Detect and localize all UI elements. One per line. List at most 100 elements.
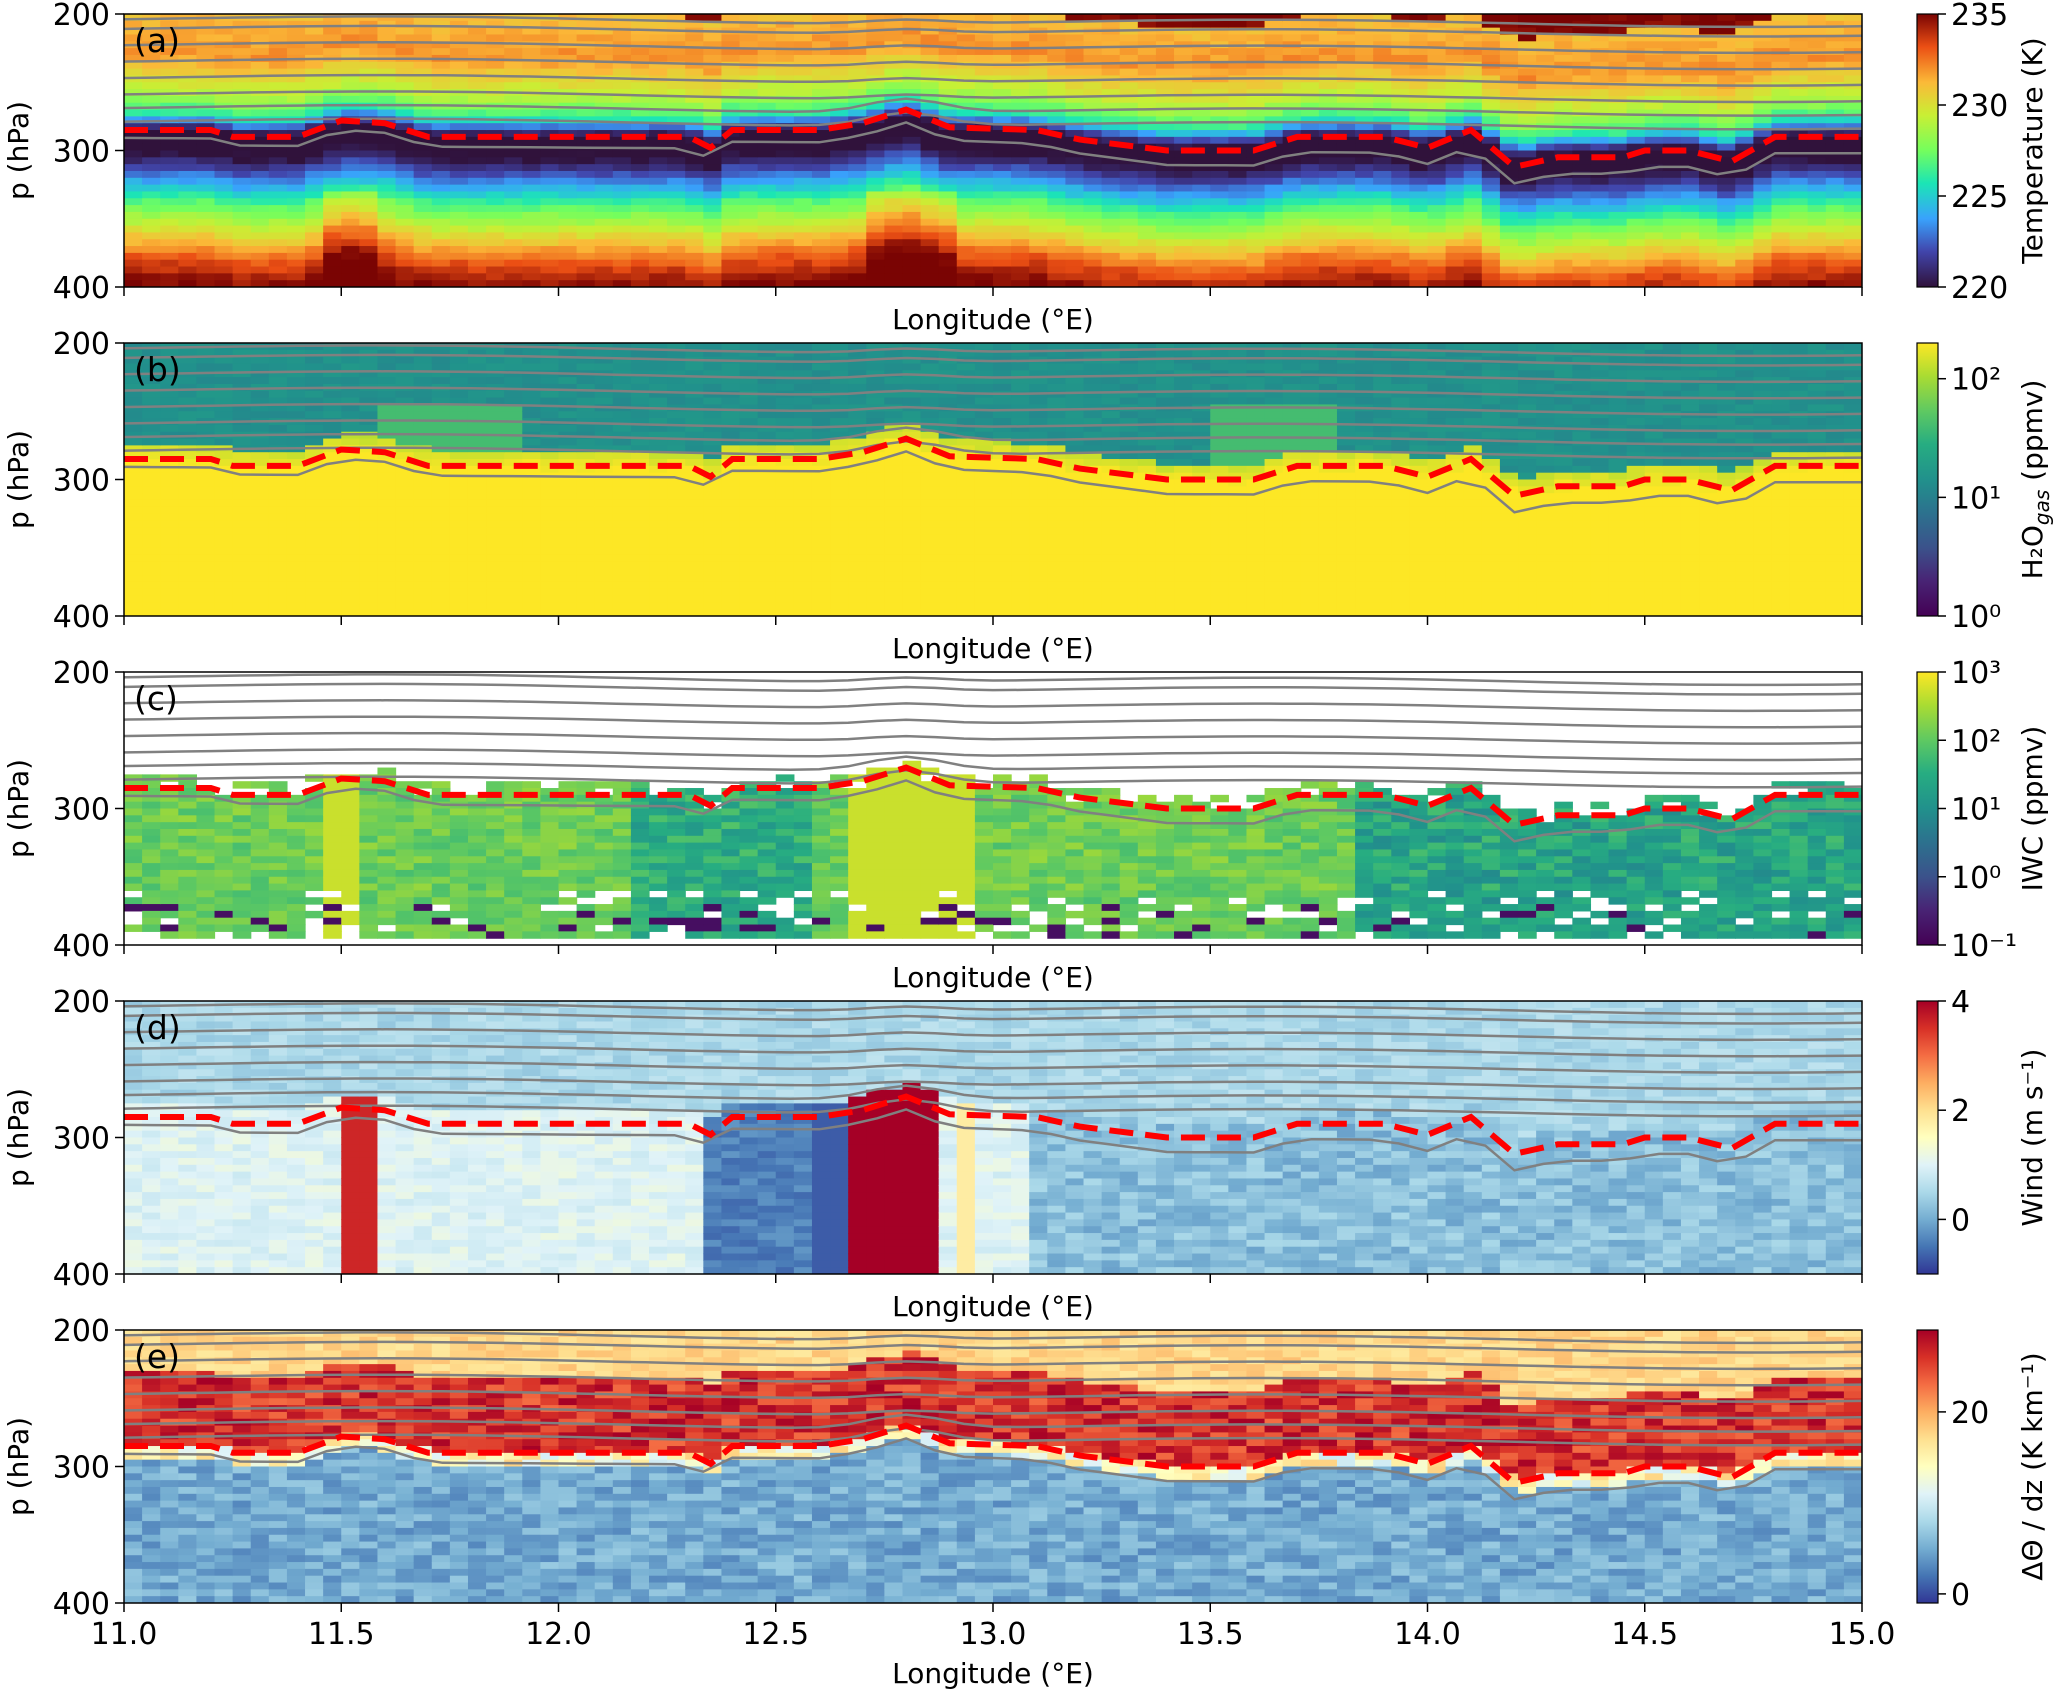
heatmap-cell [685,273,704,281]
heatmap-cell [1662,239,1682,247]
heatmap-cell [160,211,179,220]
heatmap-cell [323,561,342,569]
heatmap-cell [993,280,1012,287]
heatmap-cell [1409,205,1429,213]
heatmap-cell [1481,252,1501,261]
heatmap-cell [1246,170,1266,179]
heatmap-cell [449,349,469,358]
heatmap-cell [993,170,1012,179]
heatmap-cell [1735,198,1754,206]
heatmap-cell [974,239,994,247]
heatmap-cell [1518,205,1537,213]
heatmap-cell [576,465,596,474]
heatmap-cell [1101,143,1121,152]
heatmap-cell [160,377,179,385]
heatmap-cell [775,123,795,131]
heatmap-cell [1391,82,1410,90]
heatmap-cell [757,259,777,268]
heatmap-cell [866,143,885,152]
heatmap-cell [359,438,379,446]
heatmap-cell [1735,266,1754,274]
heatmap-cell [594,225,614,233]
heatmap-cell [268,20,288,29]
heatmap-cell [830,48,849,56]
heatmap-cell [1210,218,1229,227]
heatmap-cell [142,404,161,412]
heatmap-cell [956,198,976,206]
heatmap-cell [413,527,433,535]
heatmap-cell [1083,116,1103,124]
heatmap-cell [649,41,668,49]
heatmap-cell [1192,218,1211,227]
heatmap-cell [1228,130,1248,138]
heatmap-cell [160,527,179,535]
heatmap-cell [1264,259,1284,268]
heatmap-cell [630,273,650,281]
heatmap-cell [938,68,958,77]
heatmap-cell [920,191,940,199]
heatmap-cell [1192,280,1211,287]
heatmap-cell [703,225,723,233]
heatmap-cell [1825,143,1845,152]
heatmap-cell [377,575,397,583]
heatmap-cell [1409,54,1429,63]
heatmap-cell [956,211,976,220]
heatmap-cell [938,218,958,227]
heatmap-cell [1699,68,1718,77]
heatmap-cell [1807,54,1827,63]
heatmap-cell [359,61,379,70]
heatmap-cell [395,48,415,56]
heatmap-cell [902,116,922,124]
heatmap-cell [467,595,487,603]
heatmap-cell [558,486,578,494]
heatmap-cell [178,280,198,287]
heatmap-cell [467,184,487,193]
heatmap-cell [811,136,831,145]
heatmap-cell [1843,130,1862,138]
heatmap-cell [612,581,632,590]
heatmap-cell [1373,259,1392,268]
heatmap-cell [395,438,415,446]
colorbar-tick-label: 220 [1951,271,2008,306]
heatmap-cell [775,136,795,145]
heatmap-cell [1155,191,1175,199]
heatmap-cell [341,547,360,556]
heatmap-cell [377,561,397,569]
heatmap-cell [1662,116,1682,124]
heatmap-cell [504,184,523,193]
heatmap-cell [486,527,505,535]
heatmap-cell [1717,184,1736,193]
heatmap-cell [1047,89,1067,97]
heatmap-cell [196,588,216,597]
heatmap-cell [594,246,614,254]
heatmap-cell [323,61,342,70]
heatmap-cell [612,150,632,158]
heatmap-cell [1373,232,1392,240]
heatmap-cell [522,540,541,549]
heatmap-cell [540,404,560,412]
heatmap-cell [1680,205,1700,213]
heatmap-cell [124,246,143,254]
heatmap-cell [467,397,487,406]
heatmap-cell [1318,20,1338,29]
heatmap-cell [1409,280,1429,287]
heatmap-cell [721,218,741,227]
heatmap-cell [431,41,451,49]
heatmap-cell [1300,123,1320,131]
heatmap-cell [1662,211,1682,220]
heatmap-cell [1137,252,1157,261]
heatmap-cell [685,95,704,104]
heatmap-cell [1463,75,1483,83]
heatmap-cell [630,54,650,63]
heatmap-cell [449,438,469,446]
heatmap-cell [685,82,704,90]
heatmap-cell [1083,205,1103,213]
heatmap-cell [1336,109,1356,117]
heatmap-cell [1047,239,1067,247]
heatmap-cell [1210,232,1229,240]
heatmap-cell [594,595,614,603]
heatmap-cell [612,575,632,583]
heatmap-cell [413,554,433,562]
heatmap-cell [848,259,867,268]
